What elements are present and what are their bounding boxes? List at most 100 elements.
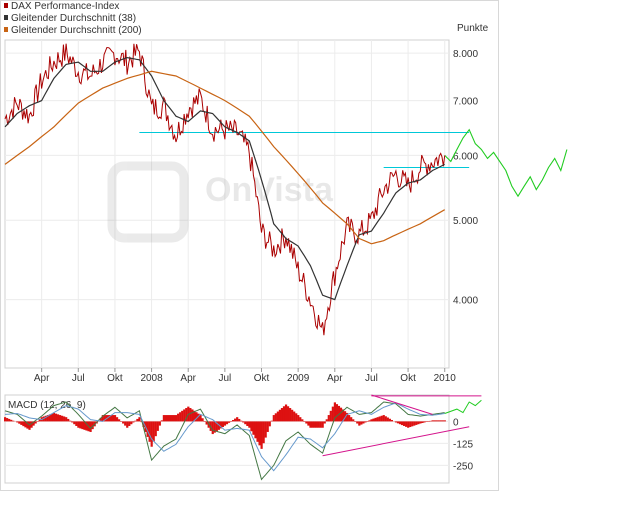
macd-histogram-bar-55 bbox=[115, 417, 119, 422]
macd-histogram-bar-71 bbox=[148, 421, 151, 442]
macd-histogram-bar-15 bbox=[34, 421, 37, 424]
macd-histogram-bar-153 bbox=[315, 421, 318, 428]
macd-histogram-bar-147 bbox=[303, 421, 306, 422]
macd-histogram-bar-201 bbox=[413, 421, 416, 426]
macd-histogram-bar-39 bbox=[83, 421, 86, 430]
macd-histogram-bar-72 bbox=[150, 421, 153, 447]
macd-histogram-bar-89 bbox=[185, 408, 188, 422]
macd-histogram-bar-35 bbox=[75, 421, 78, 426]
macd-histogram-bar-38 bbox=[81, 421, 84, 430]
main-x-tick-label-0: Apr bbox=[34, 373, 50, 384]
macd-histogram-bar-182 bbox=[374, 417, 377, 422]
macd-histogram-bar-83 bbox=[172, 415, 176, 422]
main-x-tick-label-7: 2009 bbox=[287, 373, 310, 384]
macd-histogram-bar-180 bbox=[370, 419, 373, 422]
macd-histogram-bar-151 bbox=[311, 421, 314, 428]
macd-series-line-0 bbox=[4, 401, 445, 481]
macd-histogram-bar-104 bbox=[215, 421, 218, 432]
macd-histogram-bar-95 bbox=[197, 413, 200, 422]
macd-histogram-bar-210 bbox=[431, 420, 434, 422]
chart-frame bbox=[0, 0, 499, 491]
macd-histogram-bar-125 bbox=[258, 421, 261, 446]
macd-histogram-bar-94 bbox=[195, 412, 198, 422]
macd-histogram-bar-113 bbox=[234, 418, 237, 422]
macd-histogram-bar-192 bbox=[394, 421, 398, 423]
macd-series-line-1 bbox=[4, 402, 445, 472]
main-x-tick-label-2: Okt bbox=[107, 373, 123, 384]
macd-histogram-bar-164 bbox=[337, 405, 341, 422]
macd-histogram-bar-176 bbox=[362, 421, 365, 424]
macd-histogram-bar-97 bbox=[201, 418, 204, 422]
macd-histogram-bar-98 bbox=[203, 421, 206, 422]
macd-histogram-bar-212 bbox=[435, 420, 438, 422]
macd-histogram-bar-100 bbox=[207, 421, 210, 428]
main-x-tick-label-8: Apr bbox=[327, 373, 343, 384]
macd-histogram-bar-111 bbox=[229, 421, 233, 422]
watermark-text: OnVista bbox=[205, 171, 334, 209]
macd-histogram-bar-70 bbox=[146, 421, 149, 437]
macd-histogram-bar-34 bbox=[73, 421, 76, 425]
macd-histogram-bar-135 bbox=[278, 409, 282, 422]
macd-histogram-bar-4 bbox=[12, 420, 15, 422]
macd-histogram-bar-200 bbox=[411, 421, 414, 427]
legend: DAX Performance-Index Gleitender Durchsc… bbox=[4, 1, 142, 36]
macd-histogram-bar-21 bbox=[46, 415, 49, 422]
macd-histogram-bar-127 bbox=[262, 421, 265, 444]
macd-histogram-bar-172 bbox=[354, 421, 357, 422]
macd-histogram-bar-105 bbox=[217, 421, 220, 430]
macd-histogram-bar-139 bbox=[286, 406, 290, 422]
macd-histogram-bar-214 bbox=[439, 420, 442, 422]
watermark-logo-icon bbox=[107, 161, 189, 243]
macd-histogram-bar-102 bbox=[211, 421, 214, 435]
macd-histogram-bar-84 bbox=[175, 415, 178, 422]
macd-histogram-bar-154 bbox=[317, 421, 320, 428]
legend-label-ma200: Gleitender Durchschnitt (200) bbox=[11, 25, 142, 36]
main-y-tick-label-2: 6.000 bbox=[453, 151, 478, 162]
macd-histogram-bar-65 bbox=[136, 418, 139, 422]
main-y-tick-label-4: 4.000 bbox=[453, 296, 478, 307]
macd-histogram-bar-131 bbox=[270, 420, 273, 422]
macd-histogram-bar-193 bbox=[396, 421, 400, 424]
macd-histogram-bar-37 bbox=[79, 421, 82, 429]
macd-histogram-bar-11 bbox=[26, 421, 29, 429]
legend-label-ma38: Gleitender Durchschnitt (38) bbox=[11, 13, 136, 24]
macd-histogram-bar-166 bbox=[341, 409, 345, 422]
macd-histogram-bar-177 bbox=[364, 421, 367, 423]
macd-histogram-bar-169 bbox=[348, 415, 351, 422]
macd-histogram-bar-7 bbox=[18, 421, 21, 424]
macd-histogram-bar-22 bbox=[48, 414, 51, 422]
main-y-ticks: 8.000 7.000 6.000 5.000 4.000 bbox=[453, 49, 478, 306]
macd-histogram-bar-74 bbox=[154, 421, 157, 437]
macd-histogram-bar-190 bbox=[390, 419, 393, 422]
macd-histogram-bar-205 bbox=[421, 421, 424, 423]
macd-histogram-bar-163 bbox=[335, 404, 339, 422]
main-series-line-2 bbox=[4, 70, 445, 245]
macd-histogram-bar-213 bbox=[437, 420, 440, 422]
macd-histogram-bar-186 bbox=[382, 415, 385, 422]
macd-histogram-bar-141 bbox=[291, 409, 294, 422]
macd-histogram-bar-78 bbox=[162, 415, 165, 422]
macd-histogram-bar-82 bbox=[170, 415, 174, 422]
macd-histogram-bar-208 bbox=[427, 421, 430, 422]
macd-histogram-bar-23 bbox=[50, 413, 54, 422]
main-x-tick-label-11: 2010 bbox=[434, 373, 457, 384]
macd-histogram-bar-66 bbox=[138, 417, 141, 422]
macd-histogram-bar-188 bbox=[386, 417, 389, 422]
macd-histogram-bar-117 bbox=[242, 421, 245, 423]
macd-histogram-bar-165 bbox=[339, 407, 343, 422]
legend-swatch-ma200 bbox=[4, 27, 8, 32]
macd-histogram-bar-10 bbox=[24, 421, 27, 428]
main-y-tick-label-0: 8.000 bbox=[453, 49, 478, 60]
macd-histogram-bar-133 bbox=[274, 413, 277, 422]
macd-histogram-bar-158 bbox=[325, 419, 328, 422]
main-y-unit-label: Punkte bbox=[457, 23, 489, 34]
macd-histogram-bar-40 bbox=[85, 421, 88, 431]
macd-histogram-bar-155 bbox=[319, 421, 322, 428]
macd-histogram-bar-116 bbox=[240, 420, 243, 422]
macd-histogram-bar-124 bbox=[256, 421, 259, 442]
main-y-tick-label-3: 5.000 bbox=[453, 216, 478, 227]
macd-histogram-bar-31 bbox=[67, 418, 70, 422]
macd-histogram-bar-115 bbox=[238, 418, 241, 422]
main-y-tick-label-1: 7.000 bbox=[453, 97, 478, 108]
macd-histogram bbox=[4, 402, 446, 449]
